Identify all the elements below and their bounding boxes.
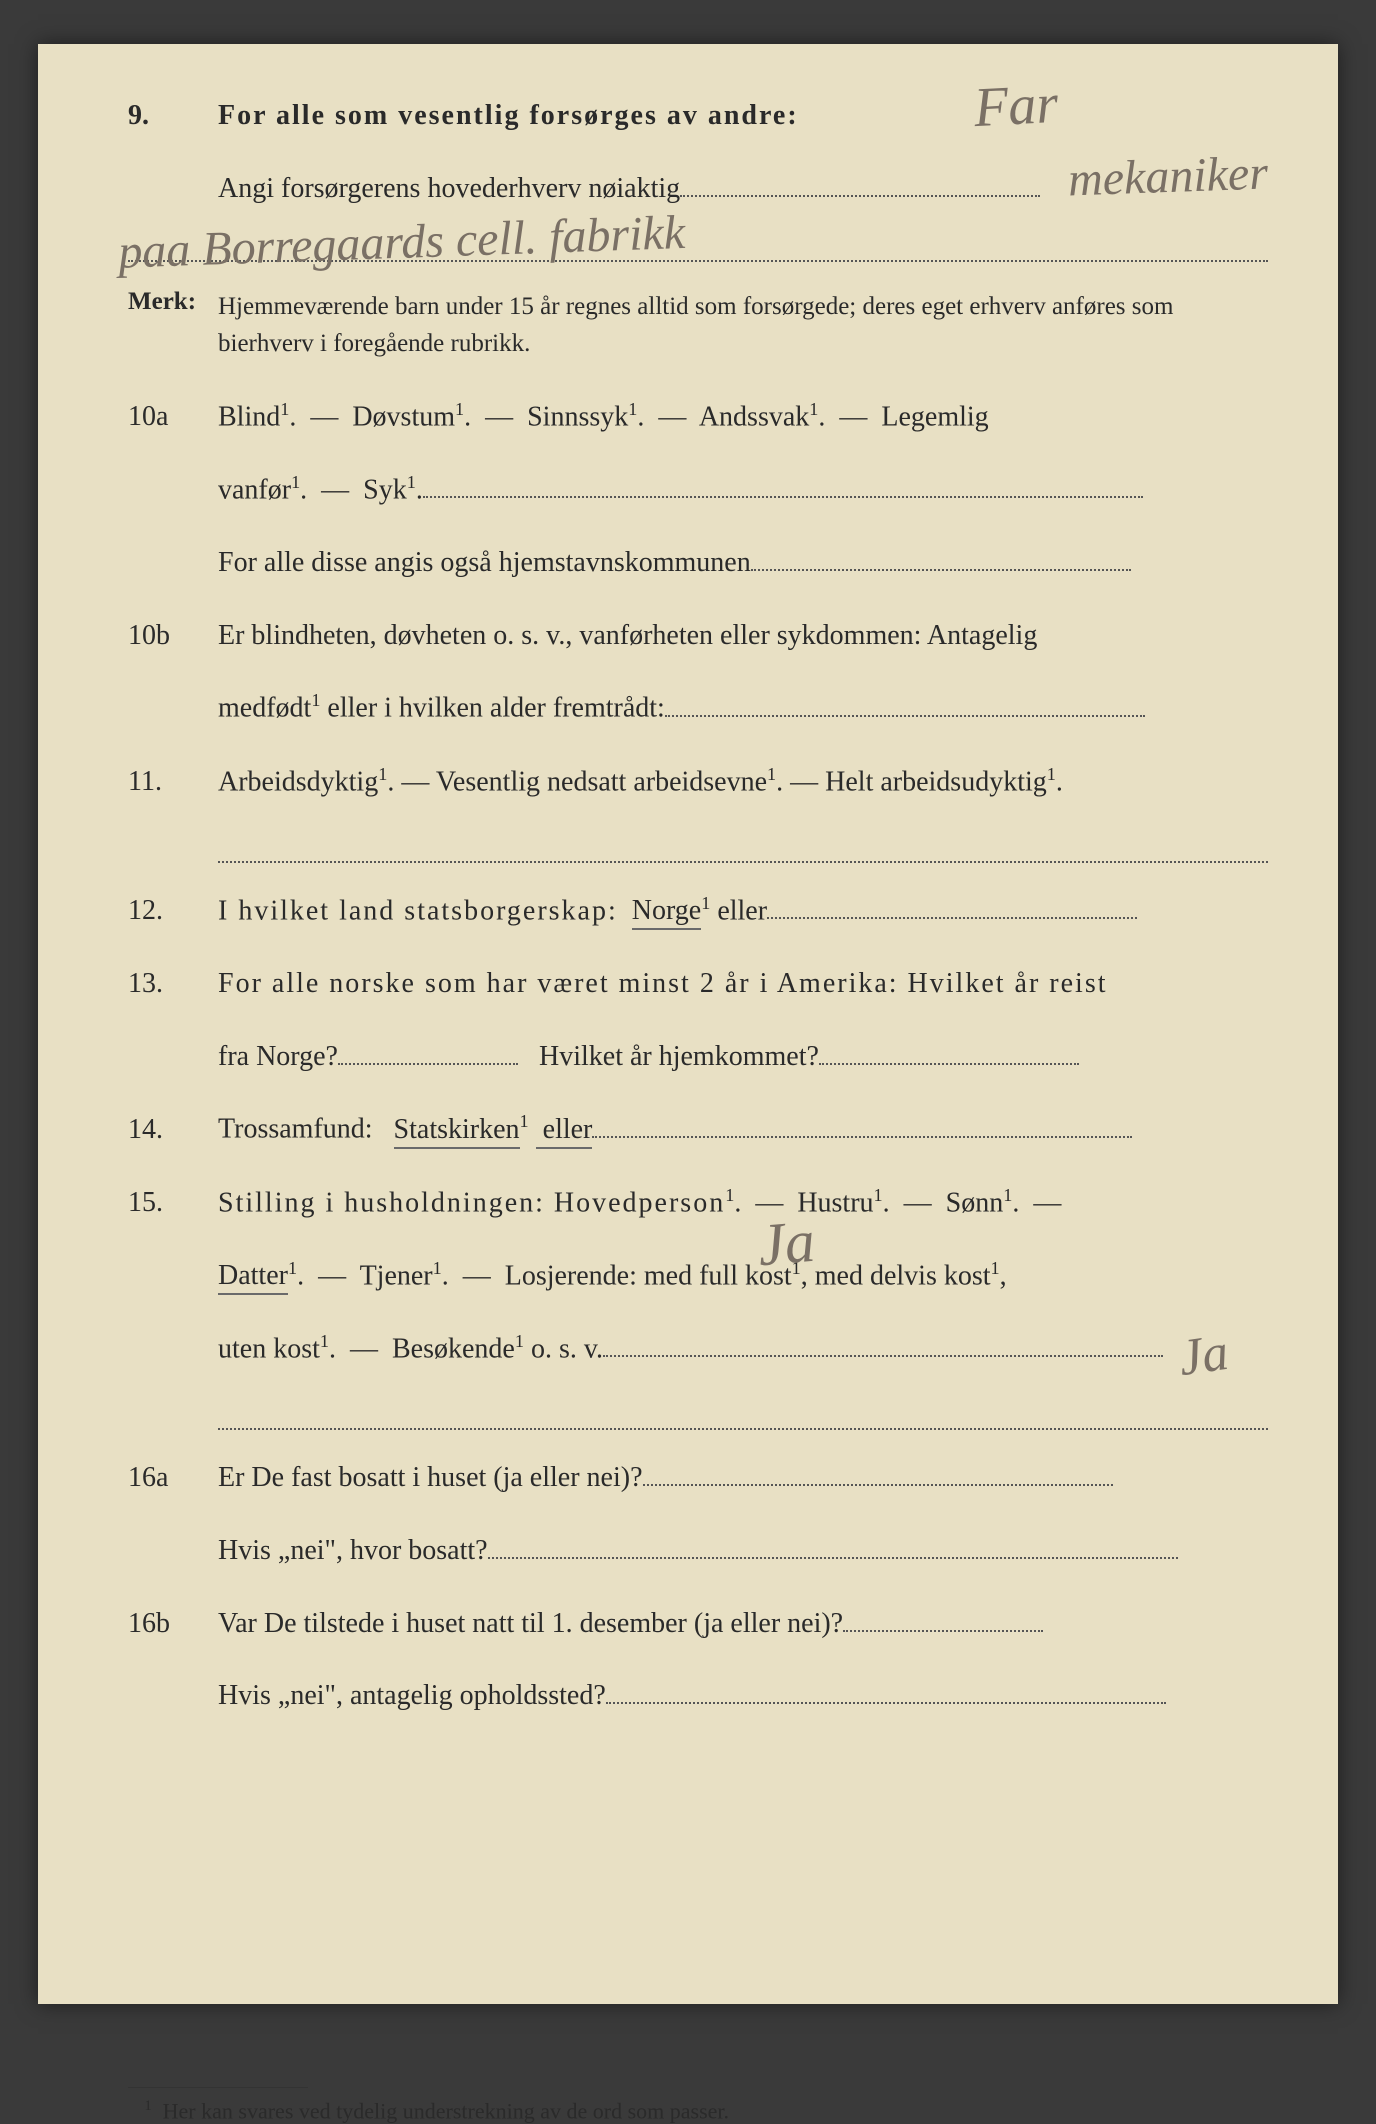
- q12-num: 12.: [128, 889, 218, 934]
- q15-uten: uten kost: [218, 1333, 320, 1364]
- q14-text: Trossamfund:: [218, 1114, 373, 1145]
- q16a-text2: Hvis „nei", hvor bosatt?: [218, 1535, 488, 1566]
- merk-row: Merk: Hjemmeværende barn under 15 år reg…: [128, 288, 1268, 363]
- q9-title: For alle som vesentlig forsørges av andr…: [218, 94, 1268, 139]
- blank: [488, 1557, 1178, 1559]
- spacer: [128, 1747, 1268, 2047]
- q10a-syk: Syk: [363, 474, 407, 505]
- q11-row: 11. Arbeidsdyktig1. — Vesentlig nedsatt …: [128, 760, 1268, 805]
- q15-losj: Losjerende: med full kost: [505, 1260, 792, 1291]
- q12-eller: eller: [710, 895, 767, 926]
- q9-line2: Angi forsørgerens hovederhverv nøiaktig: [218, 173, 680, 204]
- q16a-row1: 16a Er De fast bosatt i huset (ja eller …: [128, 1456, 1268, 1501]
- q10b-row2: medfødt1 eller i hvilken alder fremtrådt…: [128, 686, 1268, 731]
- q16b-num: 16b: [128, 1602, 218, 1647]
- q10a-sinnssyk: Sinnssyk: [527, 401, 628, 432]
- q15-row1: 15. Stilling i husholdningen: Hovedperso…: [128, 1181, 1268, 1226]
- q15-row3: uten kost1. — Besøkende1 o. s. v.: [128, 1327, 1268, 1372]
- q15-tjener: Tjener: [360, 1260, 433, 1291]
- q14-eller: eller: [536, 1114, 593, 1149]
- blank: [751, 569, 1131, 571]
- blank: [665, 715, 1145, 717]
- q10a-andssvak: Andssvak: [699, 401, 809, 432]
- blank: [819, 1063, 1079, 1065]
- q16b-row2: Hvis „nei", antagelig opholdssted?: [128, 1674, 1268, 1719]
- q10a-row3: For alle disse angis også hjemstavnskomm…: [128, 541, 1268, 586]
- q14-row: 14. Trossamfund: Statskirken1 eller: [128, 1107, 1268, 1152]
- q12-norge: Norge: [632, 895, 701, 930]
- q11-num: 11.: [128, 760, 218, 805]
- q10a-dovstum: Døvstum: [352, 401, 455, 432]
- q9-num: 9.: [128, 94, 218, 139]
- q10a-legemlig: Legemlig: [881, 401, 988, 432]
- q10a-vanfor: vanfør: [218, 474, 291, 505]
- document-page: Far mekaniker paa Borregaards cell. fabr…: [38, 44, 1338, 2004]
- q16a-text1: Er De fast bosatt i huset (ja eller nei)…: [218, 1462, 643, 1493]
- q15-besok: Besøkende: [392, 1333, 515, 1364]
- blank-line: [218, 833, 1268, 863]
- q13-row1: 13. For alle norske som har været minst …: [128, 962, 1268, 1007]
- q13-num: 13.: [128, 962, 218, 1007]
- q15-row2: Datter1. — Tjener1. — Losjerende: med fu…: [128, 1254, 1268, 1299]
- q10a-blind: Blind: [218, 401, 280, 432]
- q13-hjemkommet: Hvilket år hjemkommet?: [539, 1041, 819, 1072]
- blank: [643, 1484, 1113, 1486]
- footnote-rule: [128, 2087, 308, 2088]
- q10b-num: 10b: [128, 614, 218, 659]
- merk-label: Merk:: [128, 288, 218, 316]
- merk-text: Hjemmeværende barn under 15 år regnes al…: [218, 288, 1268, 363]
- blank: [338, 1063, 518, 1065]
- q10b-row1: 10b Er blindheten, døvheten o. s. v., va…: [128, 614, 1268, 659]
- q14-stats: Statskirken: [394, 1114, 520, 1149]
- q10b-medfodt: medfødt: [218, 693, 311, 724]
- handwritten-16a: Ja: [755, 1207, 817, 1281]
- q10b-eller: eller i hvilken alder fremtrådt:: [320, 693, 664, 724]
- footnote: 1 Her kan svares ved tydelig understrekn…: [128, 2098, 1268, 2124]
- q16b-text1: Var De tilstede i huset natt til 1. dese…: [218, 1608, 843, 1639]
- footnote-text: Her kan svares ved tydelig understreknin…: [163, 2098, 729, 2123]
- handwritten-16b: Ja: [1175, 1323, 1232, 1388]
- q10a-line3: For alle disse angis også hjemstavnskomm…: [218, 547, 751, 578]
- q10b-text1: Er blindheten, døvheten o. s. v., vanfør…: [218, 614, 1268, 659]
- q15-delvis: , med delvis kost: [801, 1260, 991, 1291]
- q16b-text2: Hvis „nei", antagelig opholdssted?: [218, 1680, 606, 1711]
- blank: [423, 496, 1143, 498]
- q11-t2: Vesentlig nedsatt arbeidsevne: [436, 766, 767, 797]
- q15-datter: Datter: [218, 1260, 288, 1295]
- q16b-row1: 16b Var De tilstede i huset natt til 1. …: [128, 1602, 1268, 1647]
- blank: [592, 1136, 1132, 1138]
- q13-franorge: fra Norge?: [218, 1041, 338, 1072]
- blank-line: [218, 1400, 1268, 1430]
- blank: [603, 1355, 1163, 1357]
- q12-row: 12. I hvilket land statsborgerskap: Norg…: [128, 889, 1268, 934]
- q9-row1: 9. For alle som vesentlig forsørges av a…: [128, 94, 1268, 139]
- q11-t1: Arbeidsdyktig: [218, 766, 378, 797]
- footnote-num: 1: [145, 2098, 152, 2114]
- blank: [767, 917, 1137, 919]
- q11-t3: Helt arbeidsudyktig: [825, 766, 1047, 797]
- q15-text1: Stilling i husholdningen: Hovedperson: [218, 1187, 725, 1218]
- q10a-num: 10a: [128, 395, 218, 440]
- q16a-row2: Hvis „nei", hvor bosatt?: [128, 1529, 1268, 1574]
- q10a-row1: 10a Blind1. — Døvstum1. — Sinnssyk1. — A…: [128, 395, 1268, 440]
- q15-num: 15.: [128, 1181, 218, 1226]
- blank: [606, 1702, 1166, 1704]
- q13-text1: For alle norske som har været minst 2 år…: [218, 962, 1268, 1007]
- handwritten-mekaniker: mekaniker: [1067, 146, 1269, 208]
- q12-text: I hvilket land statsborgerskap:: [218, 895, 618, 926]
- blank: [843, 1630, 1043, 1632]
- q10a-row2: vanfør1. — Syk1.: [128, 468, 1268, 513]
- q15-osv: o. s. v.: [524, 1333, 603, 1364]
- q16a-num: 16a: [128, 1456, 218, 1501]
- q13-row2: fra Norge? Hvilket år hjemkommet?: [128, 1035, 1268, 1080]
- q15-sonn: Sønn: [946, 1187, 1004, 1218]
- q14-num: 14.: [128, 1108, 218, 1153]
- handwritten-far: Far: [972, 72, 1059, 140]
